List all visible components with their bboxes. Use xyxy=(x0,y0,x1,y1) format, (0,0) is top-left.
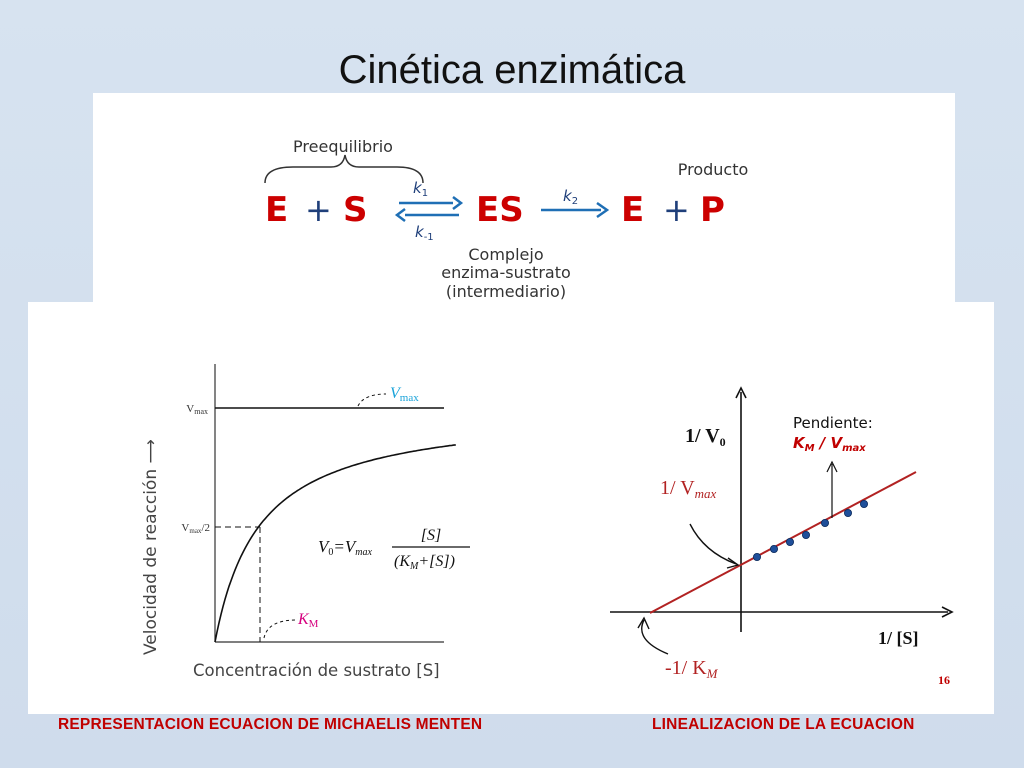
lb-x-intercept-label: -1/ KM xyxy=(665,657,719,681)
slope-formula: KM / Vmax xyxy=(793,434,866,454)
vmax-tick-label: Vmax xyxy=(186,403,208,416)
plots-canvas: Vmax Vmax/2 Vmax KM V0=Vmax [S] (KM+[S])… xyxy=(141,364,954,687)
lb-data-point xyxy=(844,508,853,517)
enzyme-substrate-symbol: ES xyxy=(476,190,524,230)
equilibrium-arrows xyxy=(394,196,464,222)
michaelis-menten-plot: Vmax Vmax/2 Vmax KM V0=Vmax [S] (KM+[S])… xyxy=(141,364,470,680)
lb-data-point xyxy=(821,518,830,527)
mm-equation: V0=Vmax [S] (KM+[S]) xyxy=(318,527,470,572)
lb-y-axis-label: 1/ V0 xyxy=(685,425,726,449)
vmax-callout-leader xyxy=(357,393,387,407)
km-label: KM xyxy=(297,611,319,630)
half-vmax-tick-label: Vmax/2 xyxy=(181,522,210,535)
lb-y-intercept-label: 1/ Vmax xyxy=(660,477,717,501)
equation-numerator: [S] xyxy=(421,527,441,544)
product-label: Producto xyxy=(678,160,749,179)
lineweaver-burk-plot: 1/ V0 1/ [S] 1/ Vmax -1/ KM Pendiente: K… xyxy=(610,386,954,687)
lb-data-point xyxy=(753,552,762,561)
slope-title: Pendiente: xyxy=(793,414,873,432)
lb-data-point xyxy=(802,530,811,539)
km-callout-leader xyxy=(263,619,297,639)
enzyme-product-symbol: E xyxy=(621,190,644,230)
lb-x-axis-arrow xyxy=(941,606,954,618)
complex-label-line3: (intermediario) xyxy=(446,282,566,301)
reaction-scheme: Preequilibrio Producto E + S k1 k-1 ES k… xyxy=(264,137,749,301)
y-intercept-callout-arrow xyxy=(689,523,737,565)
complex-label-line1: Complejo xyxy=(468,245,543,264)
page-number: 16 xyxy=(938,673,950,687)
caption-michaelis-menten: REPRESENTACION ECUACION DE MICHAELIS MEN… xyxy=(58,716,483,733)
lb-data-points xyxy=(753,499,869,561)
x-intercept-callout-arrow xyxy=(641,619,669,655)
complex-label-line2: enzima-sustrato xyxy=(441,263,571,282)
mm-curve xyxy=(214,444,456,643)
caption-linearization: LINEALIZACION DE LA ECUACION xyxy=(652,716,915,733)
k1-label: k1 xyxy=(413,179,428,199)
mm-y-axis-label: Velocidad de reacción ⟶ xyxy=(141,439,161,655)
mm-x-axis-label: Concentración de sustrato [S] xyxy=(193,661,440,680)
lb-data-point xyxy=(786,537,795,546)
plus-sign: + xyxy=(305,191,332,229)
slope-callout-arrowhead xyxy=(826,460,838,473)
lb-fit-line xyxy=(649,471,917,614)
k-minus1-label: k-1 xyxy=(415,223,434,243)
equation-denominator: (KM+[S]) xyxy=(394,553,455,572)
preequilibrium-label: Preequilibrio xyxy=(293,137,393,156)
reaction-scheme-panel: Preequilibrio Producto E + S k1 k-1 ES k… xyxy=(93,93,955,321)
plus-sign-2: + xyxy=(663,191,690,229)
lb-data-point xyxy=(770,544,779,553)
product-symbol: P xyxy=(700,190,725,230)
y-intercept-callout-arrowhead xyxy=(726,557,740,569)
equation-lhs: V0=Vmax xyxy=(318,537,372,558)
x-intercept-callout-arrowhead xyxy=(637,616,650,630)
slide-title: Cinética enzimática xyxy=(338,48,686,92)
forward-arrow xyxy=(541,201,610,219)
enzyme-symbol: E xyxy=(265,190,288,230)
preequilibrium-brace xyxy=(264,154,424,184)
lb-x-axis-label: 1/ [S] xyxy=(878,628,919,648)
lb-y-axis-arrow xyxy=(735,386,747,399)
lb-data-point xyxy=(860,499,869,508)
substrate-symbol: S xyxy=(343,190,368,230)
vmax-callout: Vmax xyxy=(390,385,419,404)
plots-panel: Vmax Vmax/2 Vmax KM V0=Vmax [S] (KM+[S])… xyxy=(28,302,994,714)
k2-label: k2 xyxy=(563,187,578,207)
